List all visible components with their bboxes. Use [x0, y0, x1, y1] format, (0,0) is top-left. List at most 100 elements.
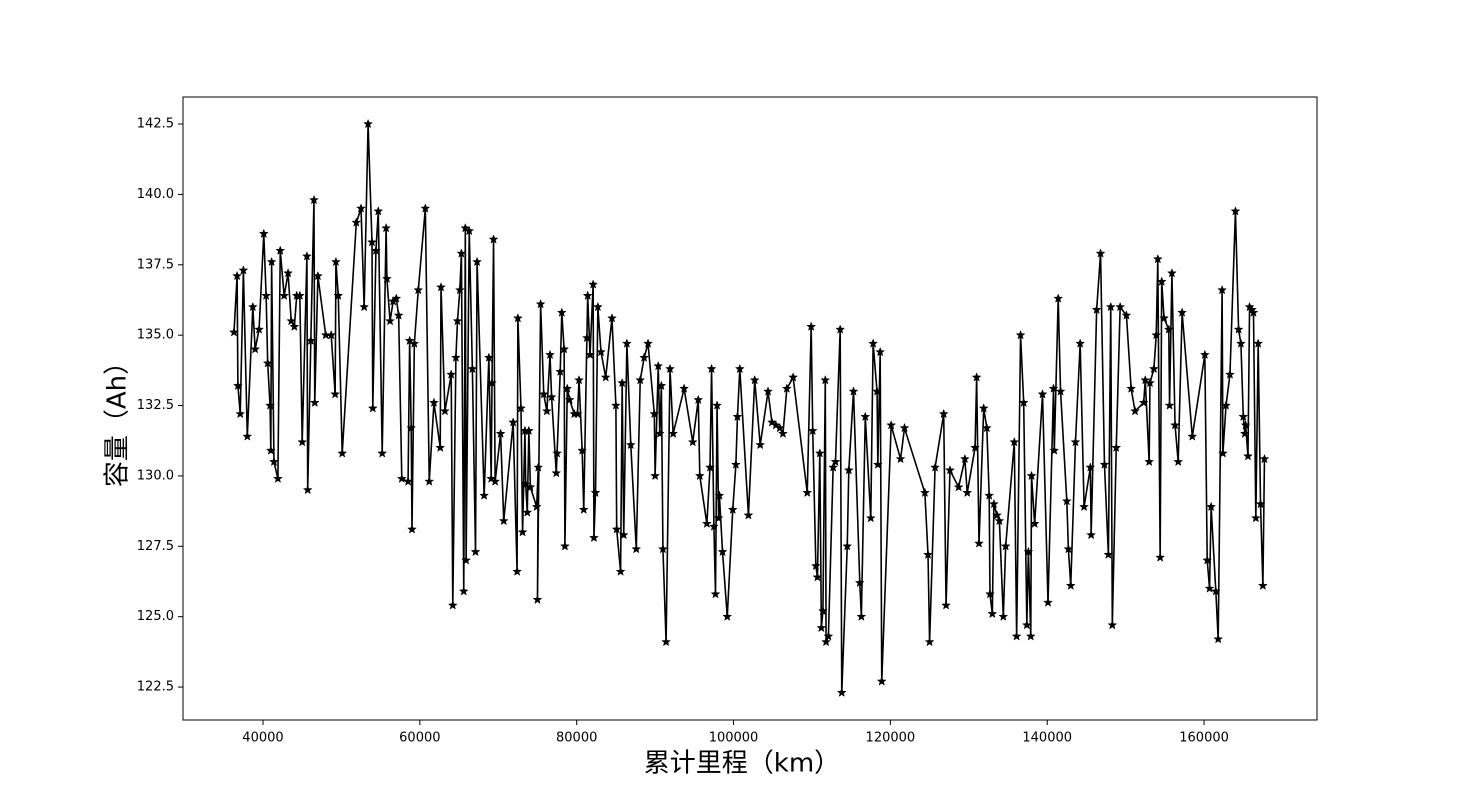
data-point [705, 462, 715, 472]
data-point [618, 529, 629, 540]
data-point [1159, 313, 1170, 323]
data-point [828, 462, 839, 472]
data-point [456, 248, 467, 258]
data-point [232, 380, 243, 391]
data-point [581, 332, 592, 343]
data-point [953, 481, 964, 492]
data-point [1079, 501, 1090, 512]
data-point [985, 588, 995, 599]
data-point [1217, 284, 1228, 295]
data-point [631, 543, 642, 554]
data-point [994, 515, 1005, 526]
data-point [1155, 552, 1166, 562]
data-point [743, 510, 754, 520]
y-tick-label: 135.0 [137, 328, 174, 343]
data-point [512, 313, 523, 323]
data-point [562, 383, 573, 393]
data-point [1115, 301, 1126, 312]
data-point [1049, 445, 1060, 455]
data-point [749, 374, 760, 385]
data-point [585, 349, 595, 360]
data-point [810, 560, 821, 571]
data-point [830, 456, 841, 467]
data-point [262, 358, 273, 368]
data-point [1148, 363, 1159, 374]
data-point [488, 234, 499, 244]
data-point [1257, 580, 1268, 590]
data-point [1086, 529, 1097, 540]
data-point [532, 594, 543, 605]
data-point [294, 290, 305, 300]
data-point [490, 476, 501, 486]
data-point [447, 600, 458, 610]
data-point [435, 442, 446, 452]
data-point [987, 608, 998, 619]
data-point [1140, 374, 1151, 385]
data-point [309, 194, 319, 205]
data-point [981, 422, 992, 433]
data-point [370, 245, 381, 255]
data-point [1164, 400, 1175, 410]
data-point [1053, 293, 1064, 303]
data-point [650, 470, 661, 481]
data-point [551, 467, 562, 478]
data-point [1015, 329, 1026, 340]
data-point [930, 462, 941, 472]
y-tick-label: 130.0 [137, 468, 174, 483]
data-point [439, 405, 450, 416]
data-point [714, 490, 725, 500]
data-point [1202, 555, 1213, 565]
data-point [535, 298, 546, 309]
data-point [710, 588, 721, 599]
data-point [266, 256, 277, 267]
data-point [1107, 619, 1118, 630]
data-point [454, 284, 465, 295]
data-point [1259, 453, 1270, 464]
data-point [970, 442, 981, 452]
data-point [286, 315, 297, 326]
data-point [1235, 338, 1246, 348]
data-point [487, 377, 497, 388]
data-point [377, 448, 388, 458]
data-point [265, 445, 276, 455]
data-point [1037, 389, 1048, 399]
data-point [592, 301, 603, 312]
data-point [242, 431, 253, 441]
data-point [446, 369, 457, 379]
data-point [582, 290, 593, 300]
data-point [722, 611, 733, 621]
data-point [596, 346, 606, 357]
data-point [367, 237, 377, 247]
data-point [1206, 501, 1217, 512]
data-point [517, 527, 528, 537]
data-point [1026, 470, 1037, 481]
data-point [254, 324, 265, 334]
data-point [732, 411, 743, 422]
data-point [1187, 431, 1198, 441]
data-point [701, 518, 712, 528]
data-point [971, 372, 982, 382]
data-point [564, 394, 575, 405]
data-point [1095, 248, 1106, 258]
data-point [1063, 543, 1074, 554]
data-point [269, 456, 279, 467]
data-point [1130, 405, 1141, 416]
data-point [356, 203, 366, 213]
data-point [1070, 436, 1081, 447]
data-point [297, 436, 308, 447]
y-tick-label: 132.5 [137, 398, 174, 413]
data-point [1075, 338, 1086, 348]
data-point [807, 425, 818, 436]
data-point [1043, 597, 1053, 607]
data-point [1085, 462, 1096, 472]
data-point [1103, 549, 1114, 559]
data-point [717, 546, 728, 557]
data-point [806, 321, 817, 331]
data-point [541, 405, 552, 416]
data-point [1151, 329, 1162, 340]
data-point [1121, 310, 1132, 320]
data-point [404, 335, 415, 346]
y-tick-label: 125.0 [137, 609, 174, 624]
data-point [302, 484, 313, 495]
